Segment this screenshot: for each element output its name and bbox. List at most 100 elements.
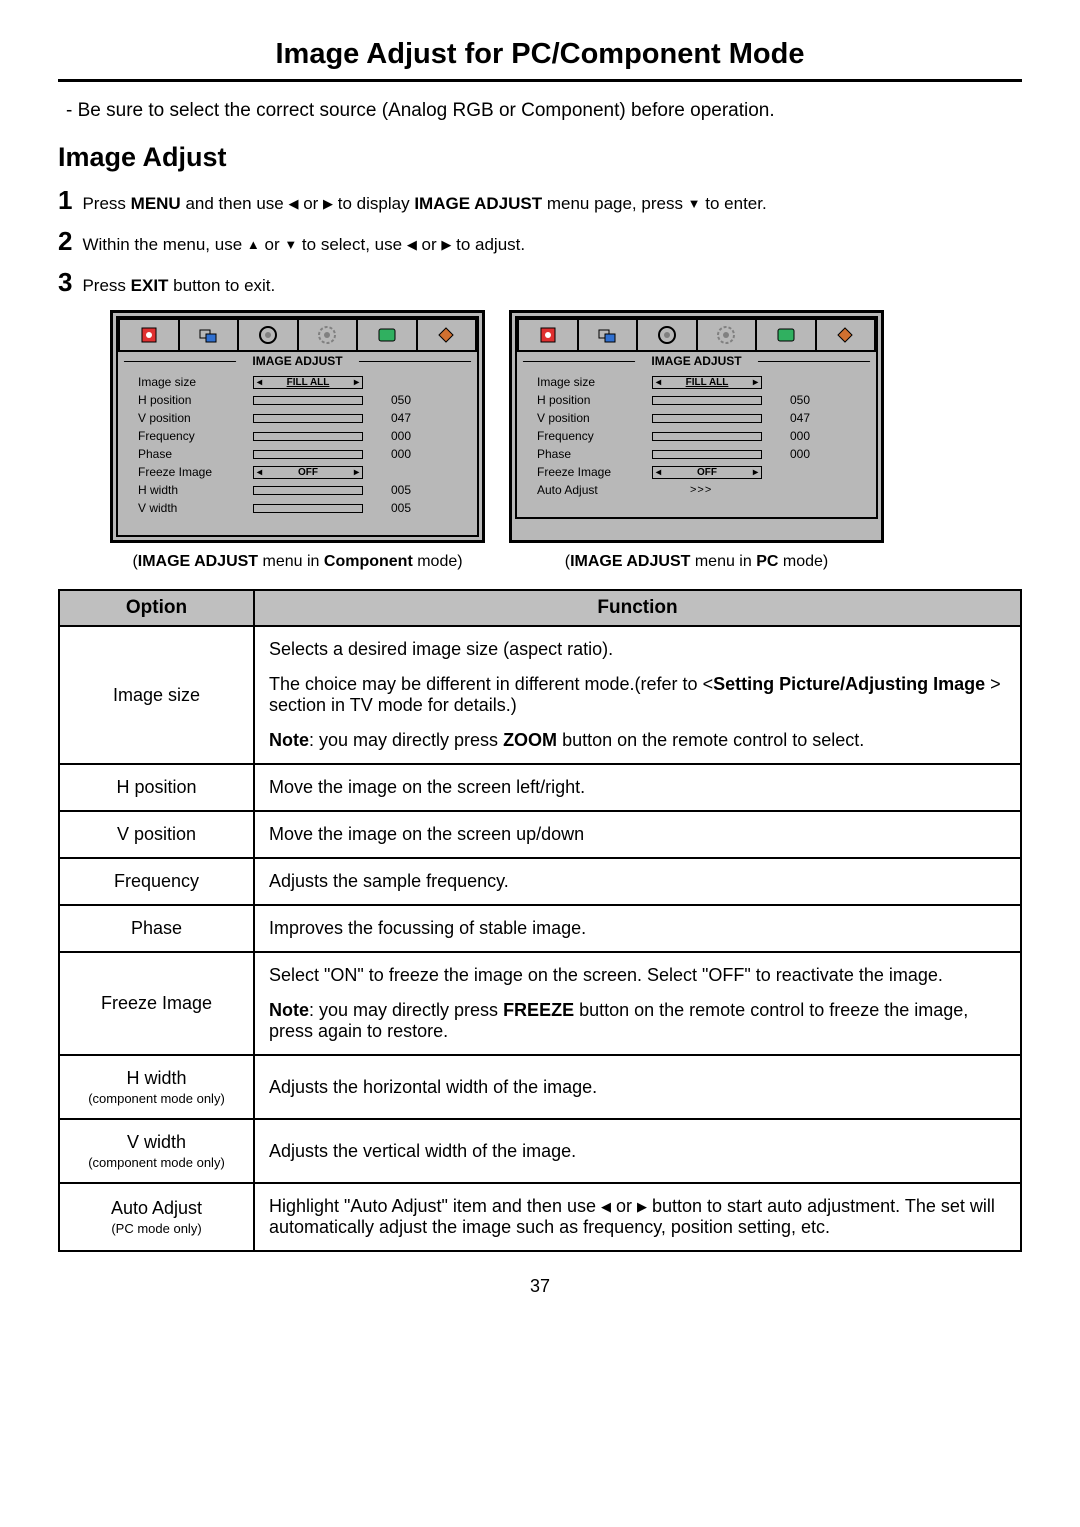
osd-row-label: H position [537,393,652,407]
step-2-text: Within the menu, use ▲ or ▼ to select, u… [82,235,525,255]
osd-row-label: Freeze Image [537,465,652,479]
osd-row-label: H width [138,483,253,497]
osd-row: Image sizeFILL ALL [537,373,856,391]
caption-row: (IMAGE ADJUST menu in Component mode) (I… [110,553,1022,571]
osd-tab-icon [638,318,698,352]
osd-row: H position 050 [537,391,856,409]
osd-tab-icon [239,318,299,352]
opt-frequency: Frequency [59,858,254,905]
step-2: 2 Within the menu, use ▲ or ▼ to select,… [58,228,1022,255]
osd-slider [652,432,762,441]
osd-slider [253,432,363,441]
osd-tab-icon [757,318,817,352]
step-3-text: Press EXIT button to exit. [82,276,275,296]
osd-row: Auto Adjust >>> [537,481,856,499]
osd-value: 050 [391,393,411,407]
osd-row: V position047 [138,409,457,427]
osd-selector: OFF [652,466,762,479]
osd-slider [253,486,363,495]
opt-v-position: V position [59,811,254,858]
osd-row: H width 005 [138,481,457,499]
osd-row: Image sizeFILL ALL [138,373,457,391]
osd-selector: OFF [253,466,363,479]
osd-row-label: V position [138,411,253,425]
osd-row-label: Frequency [138,429,253,443]
osd-tab-row [118,318,477,352]
osd-slider [652,450,762,459]
osd-tab-icon [358,318,418,352]
page-title: Image Adjust for PC/Component Mode [58,38,1022,71]
osd-row-label: V position [537,411,652,425]
step-3: 3 Press EXIT button to exit. [58,269,1022,296]
osd-tab-icon [517,318,579,352]
fn-freeze: Select "ON" to freeze the image on the s… [254,952,1021,1055]
opt-image-size: Image size [59,626,254,764]
osd-row-label: Phase [138,447,253,461]
osd-slider [253,396,363,405]
th-option: Option [59,590,254,626]
step-2-number: 2 [58,228,72,254]
osd-row: H position 050 [138,391,457,409]
down-arrow-icon: ▼ [688,196,701,211]
fn-h-width: Adjusts the horizontal width of the imag… [254,1055,1021,1119]
opt-auto-adjust: Auto Adjust (PC mode only) [59,1183,254,1251]
opt-v-width: V width (component mode only) [59,1119,254,1183]
right-arrow-icon: ▶ [441,237,451,252]
osd-tab-icon [579,318,639,352]
osd-row-label: Image size [537,375,652,389]
fn-v-width: Adjusts the vertical width of the image. [254,1119,1021,1183]
osd-row-label: V width [138,501,253,515]
osd-selector: FILL ALL [253,376,363,389]
osd-row: Freeze ImageOFF [138,463,457,481]
osd-value: 005 [391,483,411,497]
osd-row-label: H position [138,393,253,407]
osd-selector: FILL ALL [652,376,762,389]
osd-tab-icon [180,318,240,352]
osd-slider [253,450,363,459]
opt-h-width: H width (component mode only) [59,1055,254,1119]
left-arrow-icon: ◀ [601,1199,611,1214]
osd-row-label: Freeze Image [138,465,253,479]
osd-slider [253,414,363,423]
osd-row-label: Auto Adjust [537,483,652,497]
fn-h-position: Move the image on the screen left/right. [254,764,1021,811]
caption-component: (IMAGE ADJUST menu in Component mode) [110,553,485,571]
left-arrow-icon: ◀ [288,196,298,211]
right-arrow-icon: ▶ [637,1199,647,1214]
osd-value: 047 [790,411,810,425]
osd-row: Phase000 [138,445,457,463]
osd-row-label: Frequency [537,429,652,443]
page-number: 37 [58,1276,1022,1297]
osd-header: IMAGE ADJUST [517,354,876,368]
osd-slider [652,414,762,423]
section-heading: Image Adjust [58,142,1022,173]
osd-row: Phase000 [537,445,856,463]
osd-component-panel: IMAGE ADJUST Image sizeFILL ALLH positio… [110,310,485,543]
osd-header: IMAGE ADJUST [118,354,477,368]
osd-row: Frequency000 [138,427,457,445]
osd-panels: IMAGE ADJUST Image sizeFILL ALLH positio… [110,310,1022,543]
osd-row: V position 047 [537,409,856,427]
th-function: Function [254,590,1021,626]
fn-phase: Improves the focussing of stable image. [254,905,1021,952]
caption-pc: (IMAGE ADJUST menu in PC mode) [509,553,884,571]
intro-text: - Be sure to select the correct source (… [58,100,1022,122]
osd-tab-icon [118,318,180,352]
osd-tab-row [517,318,876,352]
osd-slider [652,396,762,405]
osd-auto-indicator: >>> [690,484,712,496]
osd-row: Freeze ImageOFF [537,463,856,481]
osd-value: 050 [790,393,810,407]
osd-pc-panel: IMAGE ADJUST Image sizeFILL ALLH positio… [509,310,884,543]
osd-tab-icon [299,318,359,352]
step-1: 1 Press MENU and then use ◀ or ▶ to disp… [58,187,1022,214]
left-arrow-icon: ◀ [407,237,417,252]
osd-row-label: Phase [537,447,652,461]
step-1-number: 1 [58,187,72,213]
osd-row: Frequency 000 [537,427,856,445]
opt-phase: Phase [59,905,254,952]
osd-value: 000 [790,429,810,443]
step-1-text: Press MENU and then use ◀ or ▶ to displa… [82,194,766,214]
osd-slider [253,504,363,513]
osd-tab-icon [698,318,758,352]
